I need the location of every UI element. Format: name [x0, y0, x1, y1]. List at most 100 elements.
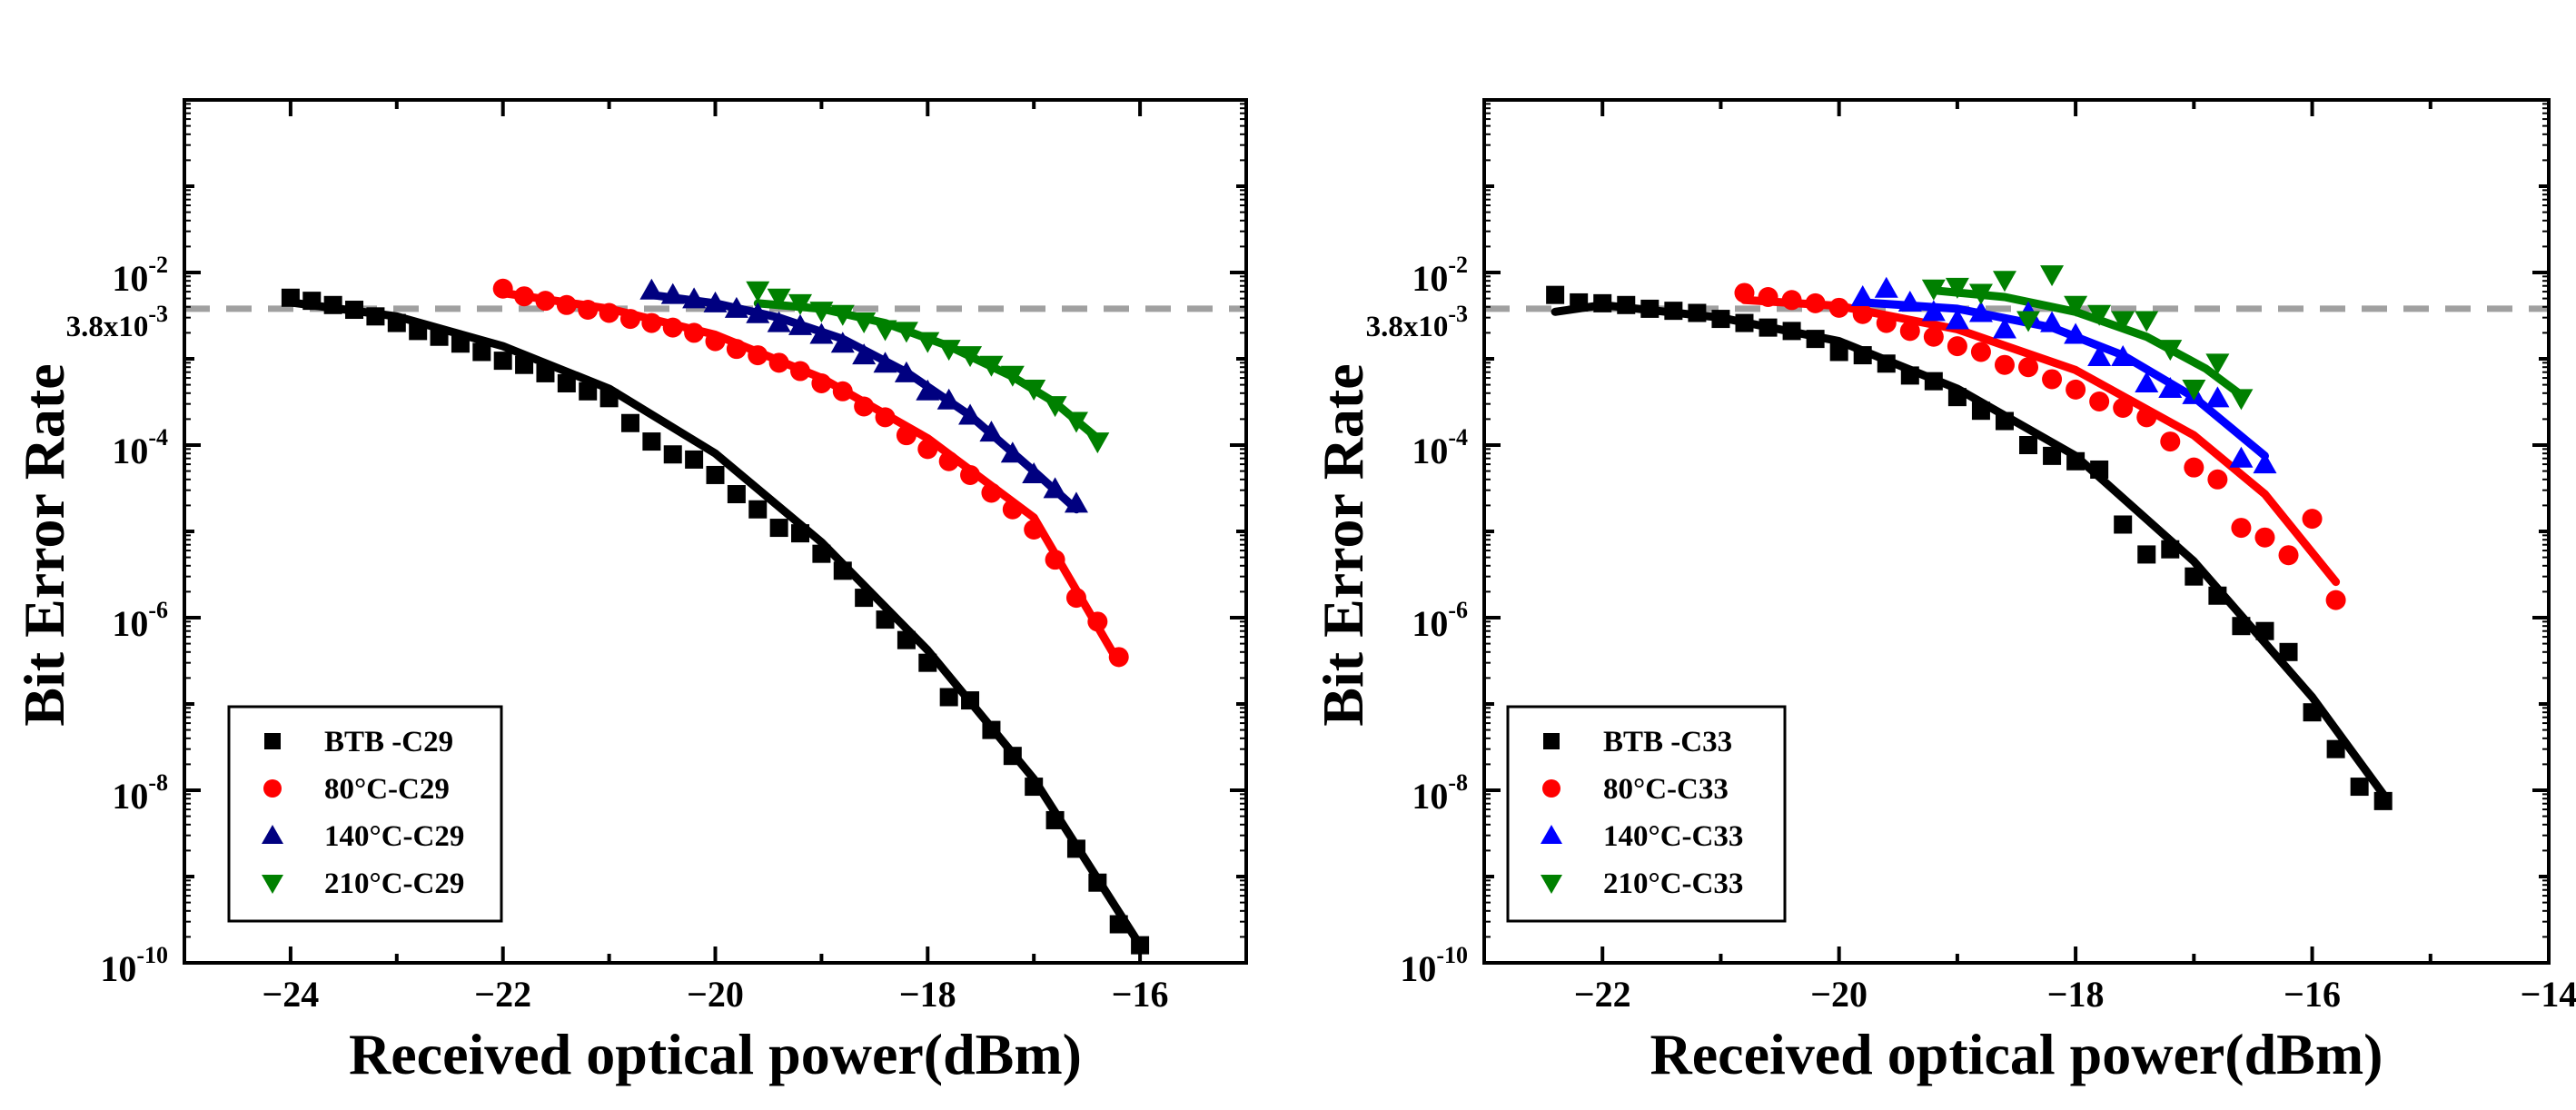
data-point — [1024, 519, 1045, 540]
data-point — [706, 465, 725, 484]
legend-label-1: 80°C-C33 — [1603, 773, 1729, 806]
data-point — [1923, 326, 1944, 347]
series-0 — [1546, 285, 2393, 810]
data-point — [1000, 441, 1025, 463]
data-point — [746, 302, 770, 323]
data-point — [2302, 509, 2323, 530]
data-point — [639, 278, 664, 300]
data-point — [642, 432, 661, 451]
data-point — [302, 292, 322, 311]
y-tick-base: 10 — [100, 948, 136, 989]
data-point — [1088, 873, 1107, 892]
legend: BTB -C29 80°C-C29 140°C-C29 210°C-C29 — [227, 705, 503, 923]
data-point — [1066, 839, 1085, 858]
data-point — [2087, 344, 2112, 366]
data-point — [1947, 388, 1967, 407]
data-point — [1593, 293, 1612, 312]
data-point — [875, 407, 896, 428]
data-point — [556, 294, 577, 315]
data-point — [1921, 279, 1946, 301]
series-1 — [492, 278, 1129, 668]
data-point — [2135, 311, 2159, 332]
data-point — [2231, 518, 2252, 539]
data-point — [2207, 469, 2228, 490]
data-point — [958, 403, 983, 425]
data-point — [1806, 330, 1825, 349]
y-tick-exponent: -6 — [148, 597, 168, 623]
legend-marker-2 — [1541, 825, 1562, 844]
y-tick-base: 10 — [112, 603, 148, 644]
data-point — [2184, 457, 2204, 478]
y-tick-label: 10-8 — [1412, 769, 1468, 817]
data-point — [769, 519, 788, 538]
data-point — [809, 322, 834, 344]
data-point — [876, 610, 895, 629]
data-point — [1947, 336, 1967, 357]
data-point — [936, 388, 961, 410]
data-point — [979, 355, 1004, 377]
data-point — [960, 464, 981, 485]
x-tick-label: −24 — [263, 974, 320, 1015]
data-point — [830, 304, 855, 326]
data-point — [1570, 292, 1589, 312]
data-point — [641, 312, 662, 333]
y-tick-label: 10-4 — [112, 424, 168, 471]
data-point — [809, 302, 834, 323]
data-point — [918, 653, 937, 672]
data-point — [2087, 304, 2112, 326]
data-point — [2279, 642, 2298, 661]
data-point — [1043, 396, 1067, 418]
data-point — [1002, 499, 1023, 520]
panel-b: 10-210-410-610-810-103.8x10-3−22 −20 −18 −1… — [1311, 98, 2576, 1086]
data-point — [897, 630, 916, 649]
data-point — [726, 339, 747, 360]
data-point — [811, 372, 832, 393]
data-point — [387, 313, 406, 332]
legend-marker-3 — [262, 875, 283, 894]
x-axis-title: Received optical power(dBm) — [1650, 1022, 2383, 1086]
data-point — [2161, 540, 2180, 559]
data-point — [748, 500, 768, 519]
legend-marker-1 — [1542, 779, 1560, 798]
legend-marker-0 — [1543, 733, 1560, 749]
data-point — [724, 296, 748, 318]
x-tick-label: −18 — [2047, 974, 2105, 1015]
data-point — [345, 301, 364, 320]
y-tick-base: 10 — [1412, 776, 1448, 817]
data-point — [1994, 354, 2015, 375]
data-point — [1900, 366, 1919, 385]
data-point — [1897, 290, 1922, 312]
data-point — [1828, 297, 1849, 318]
series-2 — [639, 278, 1088, 513]
data-point — [2113, 398, 2134, 419]
data-point — [705, 331, 726, 352]
data-point — [832, 381, 853, 401]
fit-curve-3 — [1929, 286, 2245, 400]
data-point — [1022, 379, 1046, 401]
data-point — [2303, 703, 2322, 722]
legend-marker-1 — [263, 779, 282, 798]
data-point — [2016, 311, 2041, 332]
data-point — [812, 544, 831, 563]
y-tick-exponent: -10 — [1436, 942, 1468, 968]
data-point — [1617, 295, 1636, 314]
legend: BTB -C33 80°C-C33 140°C-C33 210°C-C33 — [1506, 705, 1787, 923]
data-point — [1829, 342, 1848, 362]
data-point — [2042, 369, 2063, 390]
data-point — [1945, 277, 1969, 299]
data-point — [1045, 550, 1065, 570]
legend-label-3: 210°C-C29 — [324, 867, 464, 900]
data-point — [2066, 379, 2086, 400]
data-point — [1546, 285, 1565, 304]
data-point — [1043, 477, 1067, 499]
data-point — [1640, 299, 1660, 318]
threshold-label-exponent: -3 — [148, 301, 168, 327]
data-point — [409, 322, 428, 341]
data-point — [493, 352, 512, 371]
y-tick-label: 10-8 — [112, 769, 168, 817]
y-tick-base: 10 — [1400, 948, 1436, 989]
data-point — [451, 334, 470, 353]
data-point — [2066, 451, 2086, 471]
data-point — [619, 309, 640, 330]
data-point — [366, 307, 385, 326]
